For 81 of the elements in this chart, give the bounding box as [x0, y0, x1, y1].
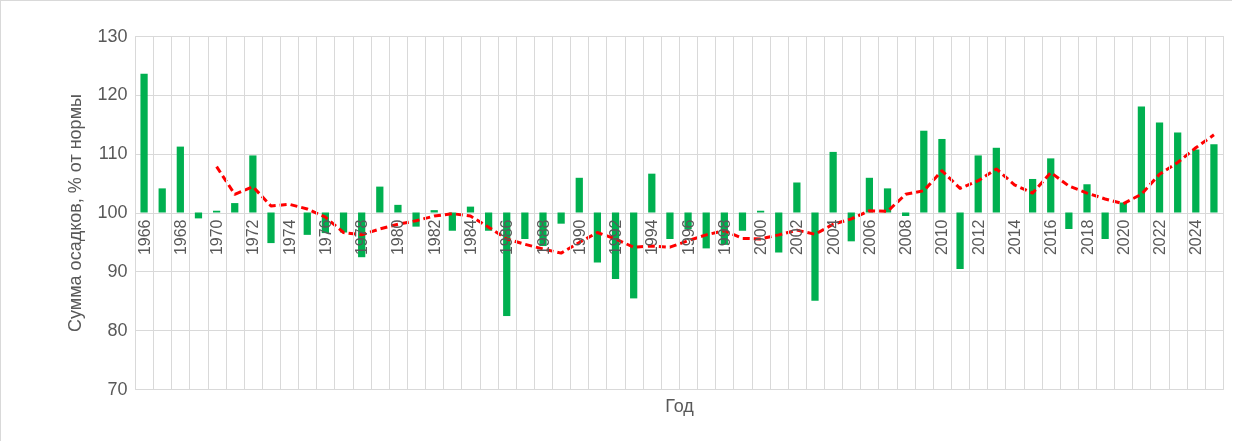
y-tick-label: 100	[97, 202, 128, 222]
x-tick-label: 1992	[607, 219, 625, 256]
x-tick-label: 1984	[461, 219, 479, 256]
bar	[775, 212, 783, 253]
bar	[1065, 212, 1073, 229]
bar	[811, 212, 819, 301]
bar	[883, 188, 892, 213]
x-tick-label: 1972	[244, 219, 262, 256]
x-tick-label: 1988	[534, 219, 552, 256]
bar	[1155, 122, 1164, 213]
bar	[176, 146, 184, 213]
x-tick-label: 1974	[280, 219, 298, 256]
x-tick-label: 1998	[715, 219, 733, 256]
y-axis-title: Сумма осадков, % от нормы	[65, 94, 86, 332]
bar	[648, 173, 656, 213]
bar	[231, 203, 239, 213]
bar	[992, 147, 1000, 213]
bar	[1028, 178, 1037, 213]
x-tick-label: 1968	[171, 219, 189, 256]
bar	[1101, 212, 1109, 239]
x-tick-label: 1980	[389, 219, 407, 256]
bar	[738, 212, 747, 231]
bar	[303, 212, 311, 235]
bar	[267, 212, 275, 244]
x-tick-label: 1996	[679, 219, 697, 256]
y-tick-label: 130	[97, 25, 128, 46]
bar	[466, 206, 475, 213]
x-tick-label: 2012	[969, 219, 987, 256]
x-tick-label: 1982	[425, 219, 443, 256]
y-tick-label: 110	[98, 143, 128, 164]
bar	[865, 177, 874, 213]
bar	[521, 212, 529, 239]
bar	[140, 73, 148, 213]
x-tick-label: 2002	[788, 219, 806, 256]
y-tick-label: 120	[97, 84, 128, 105]
bar	[394, 204, 402, 213]
x-tick-label: 2014	[1005, 219, 1023, 256]
x-tick-label: 1966	[135, 219, 153, 256]
x-tick-label: 2006	[860, 219, 878, 256]
bar	[1210, 144, 1218, 213]
bar	[938, 138, 946, 213]
x-tick-label: 2022	[1151, 219, 1169, 256]
y-tick-label: 70	[107, 378, 128, 399]
bar	[1119, 202, 1127, 213]
x-tick-label: 2008	[897, 219, 915, 256]
bar	[1174, 132, 1182, 213]
bar	[1192, 149, 1200, 213]
x-tick-label: 1976	[316, 219, 334, 256]
x-tick-label: 2024	[1187, 219, 1205, 256]
x-tick-label: 1990	[570, 219, 588, 256]
bar	[1137, 106, 1146, 213]
bar	[376, 186, 384, 213]
bar	[158, 188, 166, 213]
bar	[920, 130, 928, 213]
bar	[249, 155, 257, 213]
y-tick-label: 90	[107, 260, 128, 281]
bar	[666, 212, 674, 239]
x-tick-label: 2010	[933, 219, 951, 256]
x-tick-label: 2018	[1078, 219, 1096, 256]
bar	[956, 212, 964, 269]
x-tick-label: 2016	[1042, 219, 1060, 256]
x-axis-title: Год	[665, 395, 695, 416]
bar	[1083, 184, 1091, 213]
x-tick-label: 1994	[643, 219, 661, 256]
bar	[430, 210, 438, 213]
bar	[575, 177, 583, 213]
x-tick-label: 2004	[824, 219, 842, 256]
y-tick-label: 80	[107, 319, 128, 340]
x-tick-label: 1986	[498, 219, 516, 256]
bar	[1047, 158, 1055, 213]
x-tick-label: 1970	[208, 219, 226, 256]
bar	[630, 212, 638, 299]
bar	[793, 182, 801, 213]
bar	[557, 212, 565, 224]
x-tick-label: 2000	[752, 219, 770, 256]
bar	[829, 151, 837, 213]
bar	[593, 212, 602, 263]
bar	[448, 212, 456, 231]
bar	[974, 155, 982, 213]
x-tick-label: 2020	[1114, 219, 1132, 256]
x-tick-label: 1978	[353, 219, 371, 256]
